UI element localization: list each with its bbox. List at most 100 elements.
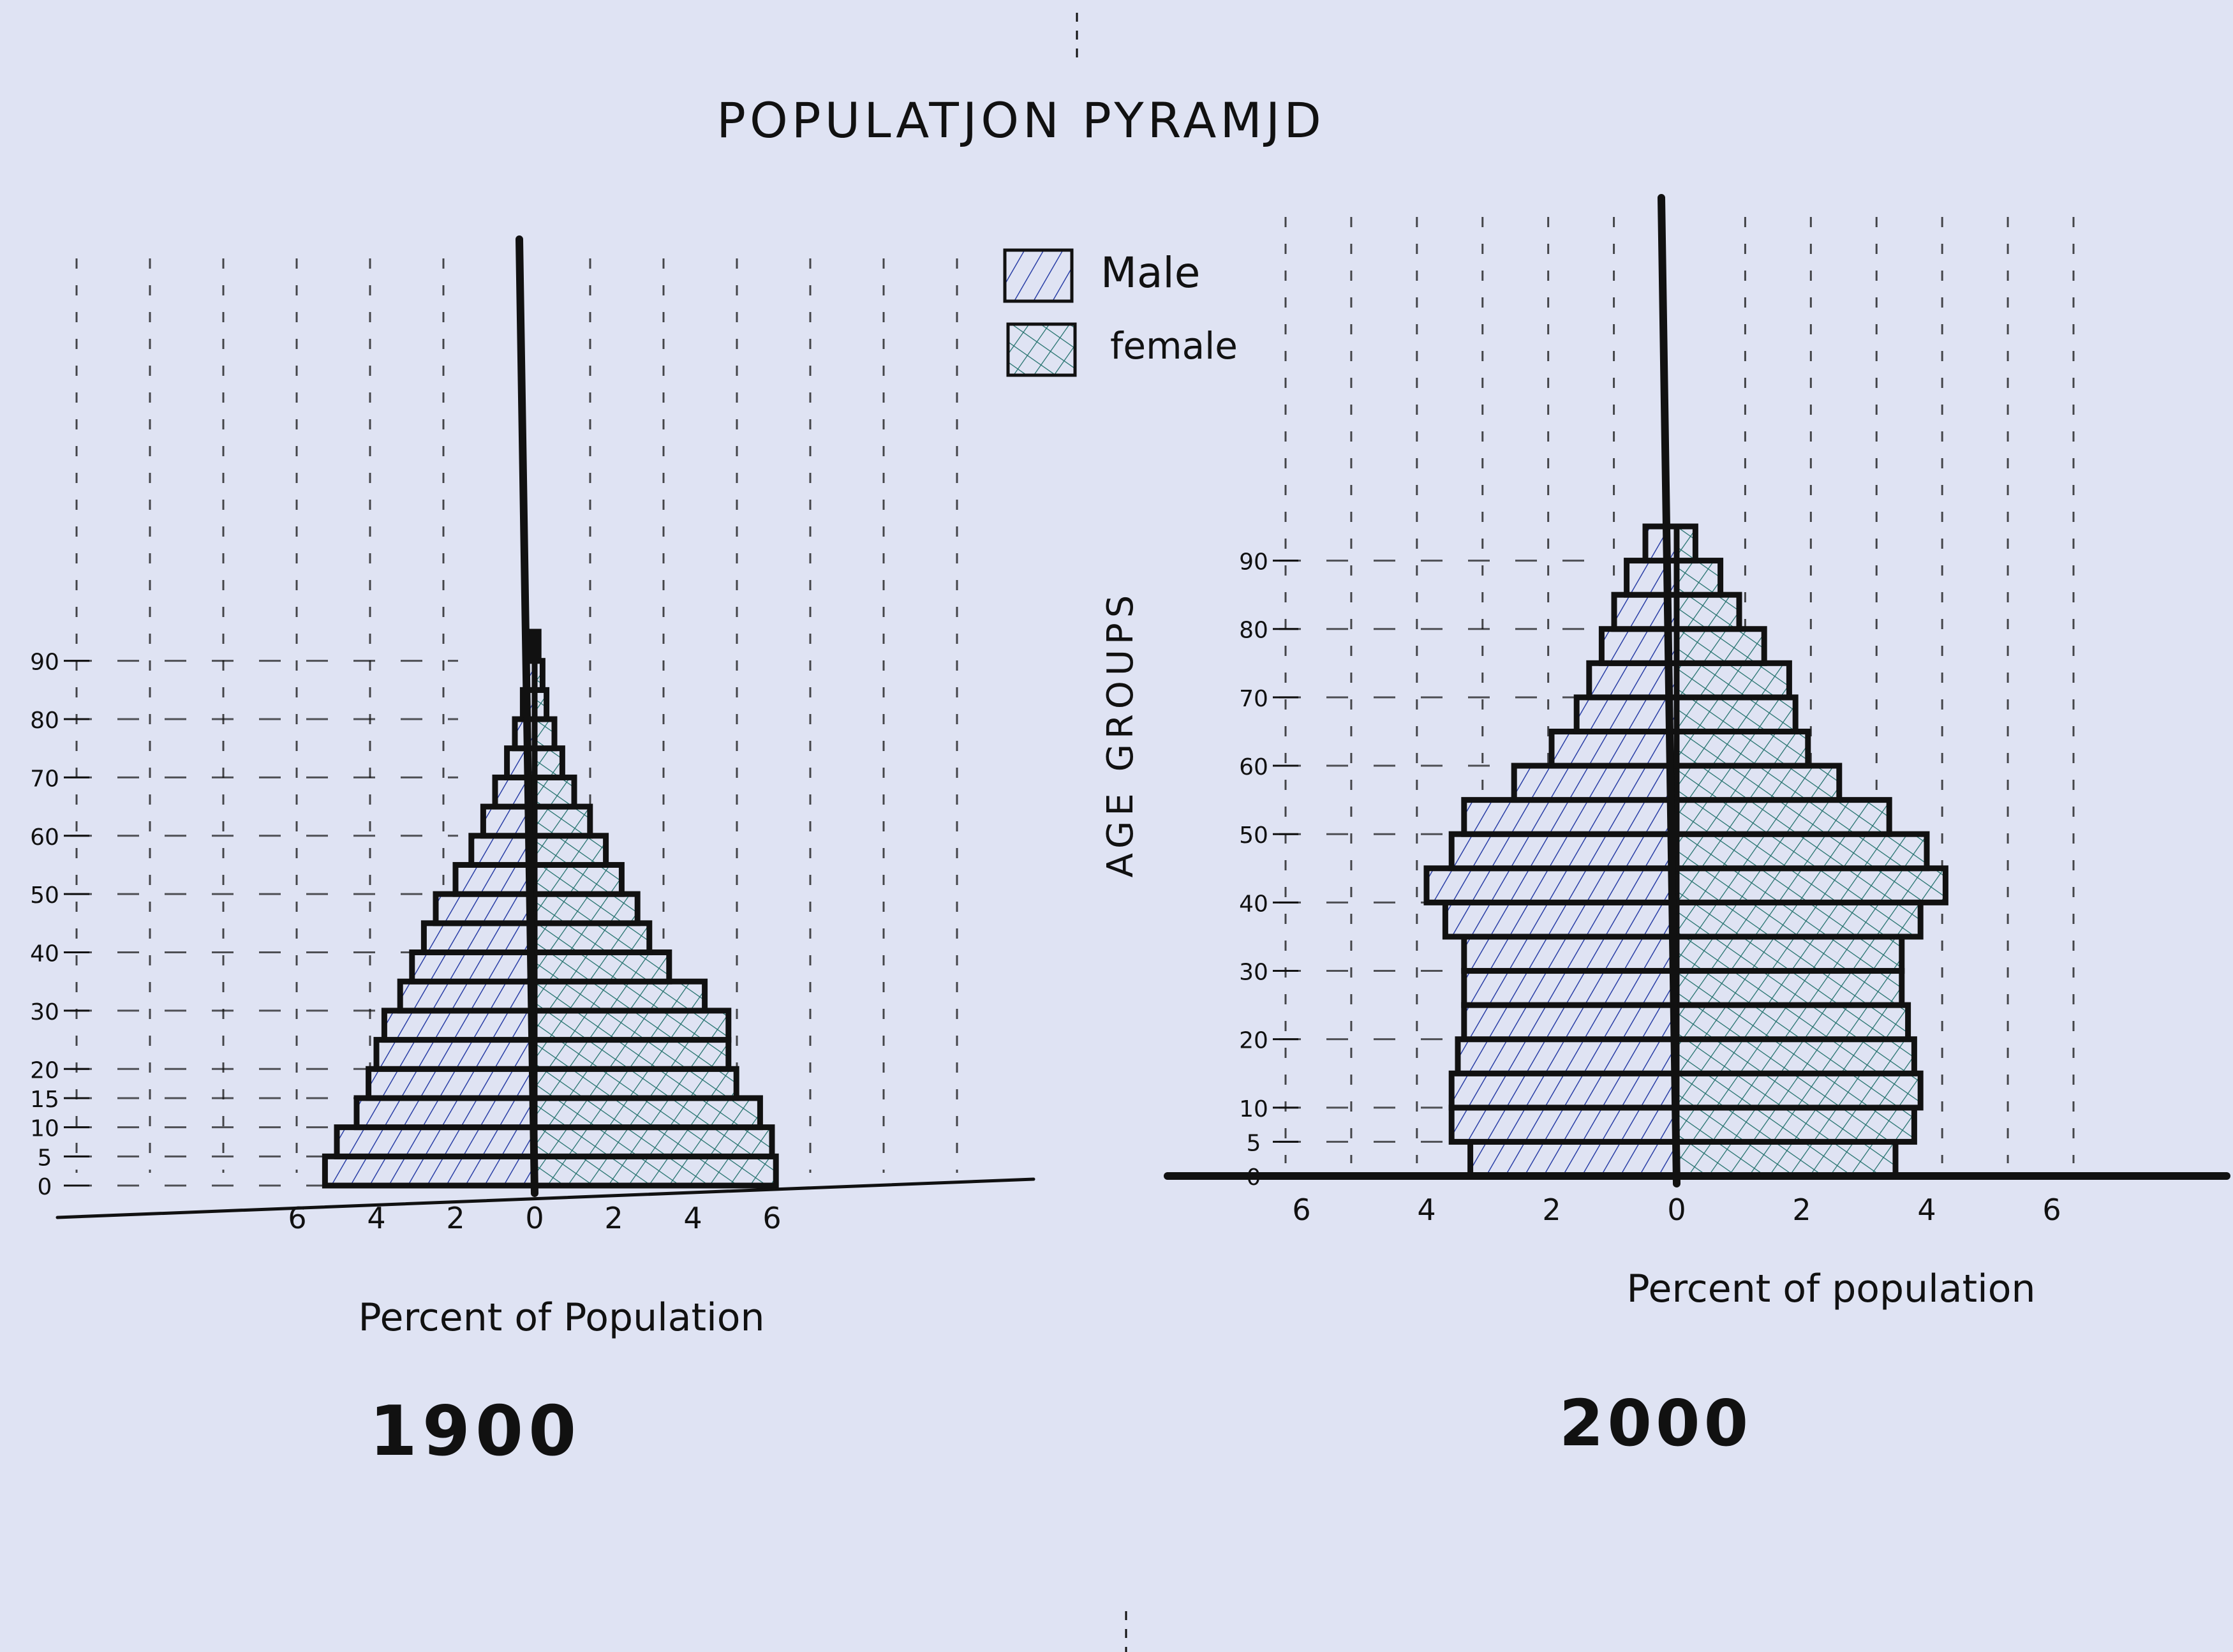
bar-female: [1673, 558, 1724, 598]
age-groups-label: AGE GROUPS: [1100, 590, 1141, 878]
bar-female: [531, 920, 653, 956]
bar-female: [1673, 899, 1924, 940]
x-tick-label: 4: [1917, 1193, 1936, 1227]
bar-male: [1467, 1138, 1680, 1179]
bar-male: [1586, 660, 1680, 701]
bar-male: [1455, 1036, 1680, 1076]
x-axis-label-2000: Percent of population: [1626, 1267, 2035, 1311]
bar-male: [1548, 728, 1680, 769]
bar-male: [1448, 1070, 1680, 1111]
y-tick-label: 80: [30, 708, 59, 734]
bar-female: [1673, 694, 1799, 734]
y-ticks-2000: 0 5 10 20 30 40 50 60 70 80 90: [1239, 549, 1298, 1191]
bar-male: [409, 949, 538, 985]
y-tick-label: 60: [1239, 754, 1268, 780]
y-tick-label: 30: [30, 999, 59, 1025]
y-tick-label: 90: [30, 650, 59, 676]
y-tick-label: 50: [30, 882, 59, 909]
bar-female: [1673, 797, 1892, 837]
bar-male: [334, 1124, 538, 1159]
bar-female: [1673, 1070, 1924, 1111]
bar-female: [1673, 592, 1742, 632]
bar-female: [531, 774, 577, 810]
y-tick-label: 5: [1247, 1130, 1261, 1156]
bar-male: [1461, 1002, 1680, 1043]
bar-female: [1673, 934, 1905, 974]
x-ticks-2000: 6 4 2 0 2 4 6: [1292, 1193, 2061, 1227]
x-ticks-1900: 6 4 2 0 2 4 6: [288, 1201, 781, 1235]
x-axis-label-1900: Percent of Population: [359, 1295, 765, 1340]
bar-female: [531, 1037, 732, 1072]
axes-2000: [1164, 194, 2230, 1187]
axes-1900: [56, 235, 1035, 1219]
bar-female: [1673, 626, 1767, 666]
bar-female: [531, 1066, 739, 1101]
y-tick-label: 40: [1239, 891, 1268, 917]
bar-female: [1673, 831, 1930, 872]
bar-female: [531, 1153, 779, 1189]
x-tick-label: 2: [1542, 1193, 1561, 1227]
y-tick-label: 15: [30, 1087, 59, 1113]
grid-1900: [70, 258, 958, 1187]
x-tick-label: 6: [2042, 1193, 2061, 1227]
bar-male: [433, 891, 538, 926]
chart-caption-1900: 1900: [369, 1392, 582, 1471]
center-axis: [516, 235, 538, 1197]
legend-female-swatch: [1006, 322, 1077, 377]
bar-female: [531, 891, 641, 926]
bar-male: [1442, 899, 1680, 940]
x-tick-label: 4: [367, 1201, 385, 1235]
bar-male: [1461, 968, 1680, 1008]
bar-female: [1673, 523, 1698, 564]
y-tick-label: 60: [30, 824, 59, 851]
bar-male: [381, 1008, 538, 1043]
bar-male: [1573, 694, 1680, 734]
y-tick-label: 50: [1239, 822, 1268, 849]
legend-female-label: female: [1110, 324, 1238, 368]
y-tick-label: 20: [1239, 1028, 1268, 1054]
x-tick-label: 0: [1667, 1193, 1686, 1227]
bar-female: [1673, 1002, 1911, 1043]
bar-female: [531, 629, 542, 664]
legend-male-swatch: [1003, 248, 1074, 303]
bar-female: [531, 833, 609, 868]
bar-female: [531, 1124, 775, 1159]
bar-male: [1461, 797, 1680, 837]
bar-male: [1642, 523, 1680, 564]
bar-male: [1461, 934, 1680, 974]
y-tick-label: 80: [1239, 618, 1268, 644]
bars-1900: [322, 629, 779, 1189]
x-tick-label: 6: [288, 1201, 306, 1235]
x-tick-label: 4: [683, 1201, 702, 1235]
x-tick-label: 4: [1417, 1193, 1436, 1227]
legend: Male female: [1003, 248, 1238, 377]
bar-female: [531, 861, 625, 897]
y-tick-label: 70: [1239, 686, 1268, 712]
bar-female: [531, 687, 550, 722]
y-tick-label: 0: [1247, 1165, 1261, 1191]
bar-male: [1448, 831, 1680, 872]
bar-female: [1673, 660, 1792, 701]
bar-female: [1673, 865, 1948, 905]
bar-female: [531, 949, 672, 985]
bar-female: [531, 978, 708, 1014]
y-tick-label: 0: [38, 1174, 52, 1200]
y-tick-label: 10: [30, 1116, 59, 1142]
x-tick-label: 6: [762, 1201, 781, 1235]
y-tick-label: 40: [30, 941, 59, 967]
baseline-axis: [56, 1177, 1035, 1219]
y-tick-label: 70: [30, 766, 59, 792]
bar-female: [531, 803, 593, 839]
y-tick-label: 90: [1239, 549, 1268, 576]
bar-male: [353, 1095, 538, 1131]
x-tick-label: 2: [1792, 1193, 1811, 1227]
chart-caption-2000: 2000: [1559, 1386, 1752, 1461]
bar-male: [373, 1037, 538, 1072]
y-tick-label: 30: [1239, 960, 1268, 986]
bar-male: [1423, 865, 1680, 905]
x-tick-label: 2: [604, 1201, 623, 1235]
bars-2000: [1423, 523, 1948, 1179]
bar-female: [531, 1008, 732, 1043]
